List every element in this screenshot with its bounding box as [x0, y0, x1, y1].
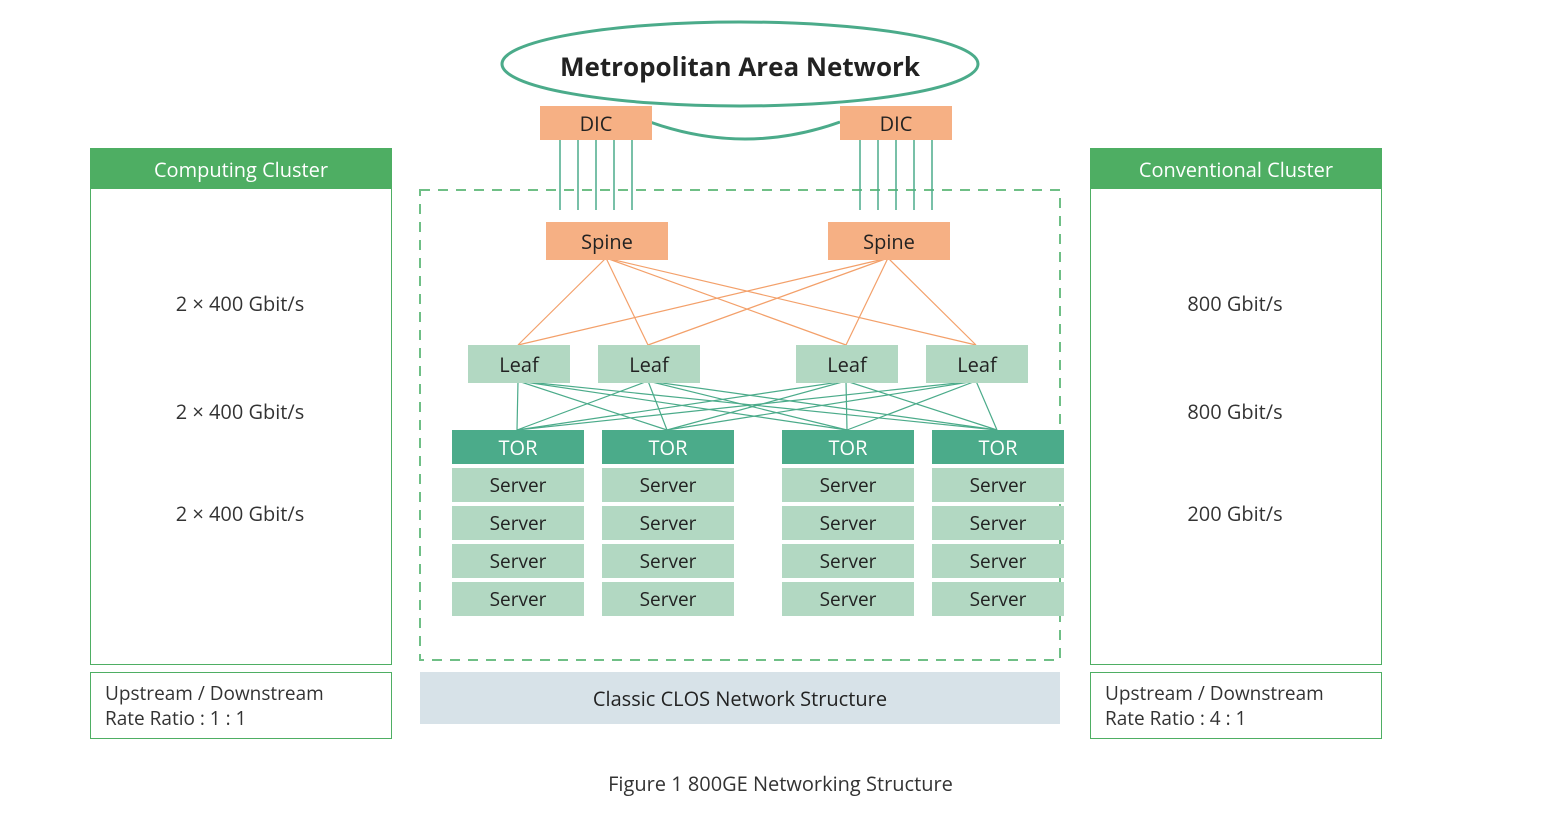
tor-2: TOR [782, 430, 914, 464]
right-rate-0: 800 Gbit/s [1090, 290, 1380, 317]
dic-right-box: DIC [840, 106, 952, 140]
spine-left: Spine [546, 222, 668, 260]
figure-caption: Figure 1 800GE Networking Structure [0, 770, 1561, 797]
server-2-3: Server [782, 582, 914, 616]
server-2-2: Server [782, 544, 914, 578]
leaf-0: Leaf [468, 345, 570, 383]
server-2-0: Server [782, 468, 914, 502]
leaf-3: Leaf [926, 345, 1028, 383]
server-0-3: Server [452, 582, 584, 616]
spine-right: Spine [828, 222, 950, 260]
right-panel-body [1090, 188, 1382, 665]
left-rate-2: 2 × 400 Gbit/s [90, 500, 390, 527]
left-panel-header: Computing Cluster [90, 148, 392, 190]
server-0-1: Server [452, 506, 584, 540]
server-1-1: Server [602, 506, 734, 540]
left-ratio-box: Upstream / Downstream Rate Ratio : 1 : 1 [90, 672, 392, 739]
left-ratio-line2: Rate Ratio : 1 : 1 [105, 706, 377, 731]
man-title: Metropolitan Area Network [540, 48, 940, 84]
left-ratio-line1: Upstream / Downstream [105, 681, 377, 706]
tor-0: TOR [452, 430, 584, 464]
right-rate-2: 200 Gbit/s [1090, 500, 1380, 527]
clos-label-box: Classic CLOS Network Structure [420, 672, 1060, 724]
leaf-1: Leaf [598, 345, 700, 383]
server-1-2: Server [602, 544, 734, 578]
server-0-0: Server [452, 468, 584, 502]
right-panel-header: Conventional Cluster [1090, 148, 1382, 190]
server-1-3: Server [602, 582, 734, 616]
right-ratio-line1: Upstream / Downstream [1105, 681, 1367, 706]
server-3-0: Server [932, 468, 1064, 502]
server-3-3: Server [932, 582, 1064, 616]
left-rate-1: 2 × 400 Gbit/s [90, 398, 390, 425]
right-ratio-line2: Rate Ratio : 4 : 1 [1105, 706, 1367, 731]
right-ratio-box: Upstream / Downstream Rate Ratio : 4 : 1 [1090, 672, 1382, 739]
server-1-0: Server [602, 468, 734, 502]
server-3-2: Server [932, 544, 1064, 578]
right-rate-1: 800 Gbit/s [1090, 398, 1380, 425]
server-3-1: Server [932, 506, 1064, 540]
server-0-2: Server [452, 544, 584, 578]
tor-1: TOR [602, 430, 734, 464]
leaf-2: Leaf [796, 345, 898, 383]
tor-3: TOR [932, 430, 1064, 464]
dic-left-box: DIC [540, 106, 652, 140]
left-panel-body [90, 188, 392, 665]
server-2-1: Server [782, 506, 914, 540]
left-rate-0: 2 × 400 Gbit/s [90, 290, 390, 317]
